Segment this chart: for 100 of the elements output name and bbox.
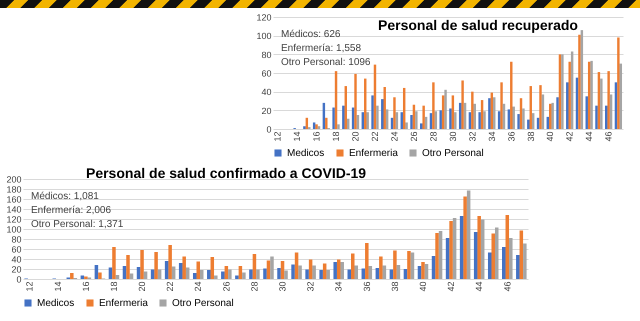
bar	[371, 95, 374, 129]
bar	[294, 252, 298, 279]
bar	[410, 252, 414, 279]
y-tick-label: 20	[261, 106, 272, 116]
bar	[168, 245, 172, 279]
bar	[362, 268, 366, 279]
bar	[480, 100, 484, 129]
bar	[150, 270, 154, 279]
bar	[491, 234, 495, 279]
bar	[270, 256, 274, 279]
bar	[466, 190, 470, 279]
x-tick-label: 46	[502, 282, 512, 292]
bar	[610, 94, 612, 129]
bar	[530, 86, 532, 129]
y-tick-label: 140	[6, 204, 22, 214]
bar	[396, 265, 400, 279]
bar	[542, 94, 544, 129]
bar	[523, 244, 527, 279]
legend-label: Medicos	[37, 298, 74, 309]
bar	[468, 112, 472, 129]
bar	[122, 266, 126, 279]
bar	[396, 112, 398, 129]
bar	[488, 252, 492, 279]
bar	[356, 115, 360, 129]
bar	[430, 113, 432, 129]
x-tick-label: 12	[24, 282, 35, 292]
bar	[442, 95, 444, 129]
bar	[340, 262, 344, 279]
bar	[604, 106, 608, 129]
bar	[418, 266, 422, 279]
bar	[224, 266, 228, 279]
chart-title: Personal de salud recuperado	[378, 17, 578, 33]
x-tick-label: 44	[584, 132, 594, 142]
bar	[444, 90, 447, 129]
bar	[546, 116, 550, 129]
bar	[312, 266, 316, 279]
y-tick-label: 40	[261, 87, 272, 98]
x-tick-label: 34	[486, 132, 497, 142]
x-tick-label: 38	[526, 132, 536, 142]
bar	[500, 82, 503, 129]
bar	[532, 113, 534, 129]
bar	[586, 96, 588, 129]
bar	[432, 256, 436, 279]
bar	[344, 86, 347, 129]
y-tick-label: 200	[6, 174, 22, 184]
bar	[116, 275, 120, 279]
bar	[461, 80, 464, 129]
bar	[452, 95, 454, 129]
bar	[319, 270, 323, 279]
x-tick-label: 42	[446, 282, 456, 292]
y-tick-label: 100	[256, 31, 272, 42]
bar	[527, 120, 530, 129]
bar	[478, 112, 481, 129]
bar	[210, 257, 214, 279]
bar	[140, 250, 144, 279]
bar	[561, 54, 564, 129]
x-tick-label: 22	[165, 282, 176, 292]
bar	[351, 254, 355, 279]
bar	[346, 118, 350, 129]
bar	[404, 269, 408, 279]
legend-label: Enfermeria	[99, 298, 148, 309]
bar	[158, 270, 162, 279]
bar	[578, 34, 581, 129]
bar	[136, 267, 140, 279]
y-tick-label: 120	[6, 214, 22, 224]
bar	[364, 78, 366, 129]
bar	[108, 268, 112, 279]
bar	[379, 256, 383, 279]
bar	[263, 268, 267, 279]
bar	[488, 98, 491, 129]
bar	[256, 270, 260, 279]
bar	[186, 268, 190, 279]
bar	[494, 228, 498, 279]
bar	[614, 82, 618, 129]
bar	[381, 99, 384, 129]
x-tick-label: 38	[390, 282, 400, 292]
bar	[196, 262, 200, 279]
x-tick-label: 24	[193, 282, 204, 292]
bar	[182, 256, 186, 279]
bar	[291, 264, 295, 279]
bar	[144, 272, 148, 279]
bar	[402, 88, 406, 129]
bar	[130, 274, 134, 279]
bar	[112, 247, 116, 279]
bar	[474, 232, 478, 279]
bar	[536, 118, 540, 129]
bar	[334, 71, 338, 129]
bar	[303, 126, 306, 129]
bar	[493, 97, 496, 129]
bar	[434, 111, 438, 129]
bar	[517, 114, 520, 129]
x-tick-label: 28	[428, 132, 438, 142]
x-tick-label: 40	[418, 282, 428, 292]
bar	[365, 243, 369, 279]
bar	[342, 106, 345, 129]
bar	[506, 215, 510, 279]
bar	[326, 270, 330, 279]
bar	[407, 251, 411, 279]
bar	[400, 112, 403, 129]
bar	[449, 108, 452, 129]
